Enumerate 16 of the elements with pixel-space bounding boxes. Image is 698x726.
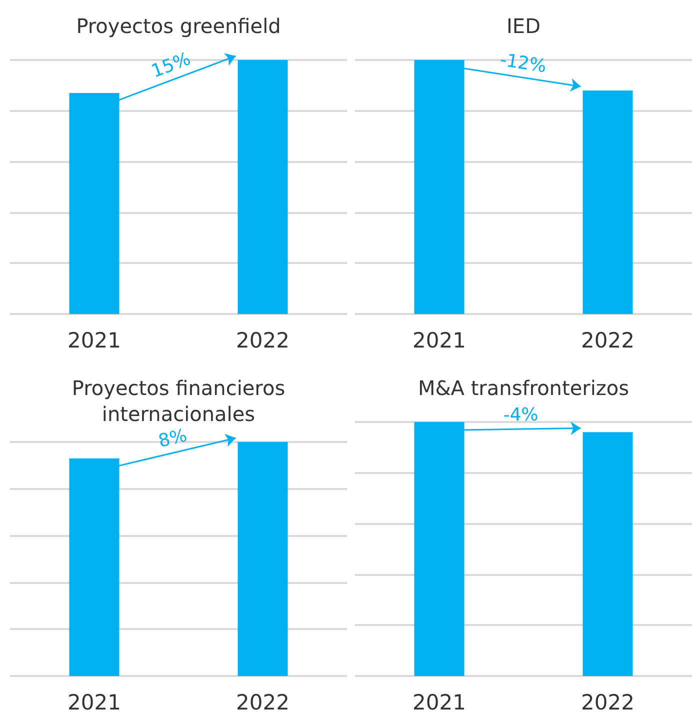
x-tick-label: 2022 xyxy=(236,690,290,714)
chart-title: M&A transfronterizos xyxy=(418,376,630,400)
x-tick-label: 2021 xyxy=(412,328,466,352)
x-tick-label: 2022 xyxy=(581,328,634,352)
chart-title: Proyectos financieros internacionales xyxy=(72,376,286,426)
x-tick-label: 2022 xyxy=(581,690,634,714)
annotation: -12% xyxy=(498,49,548,78)
chart-title: Proyectos greenfield xyxy=(76,14,281,38)
annotation: -4% xyxy=(503,404,538,426)
x-tick-label: 2021 xyxy=(68,690,121,714)
chart-title: IED xyxy=(506,14,540,38)
x-tick-label: 2022 xyxy=(236,328,290,352)
annotation: 8% xyxy=(156,425,190,452)
x-tick-label: 2021 xyxy=(68,328,121,352)
annotation: 15% xyxy=(148,48,194,82)
x-tick-label: 2021 xyxy=(412,690,466,714)
